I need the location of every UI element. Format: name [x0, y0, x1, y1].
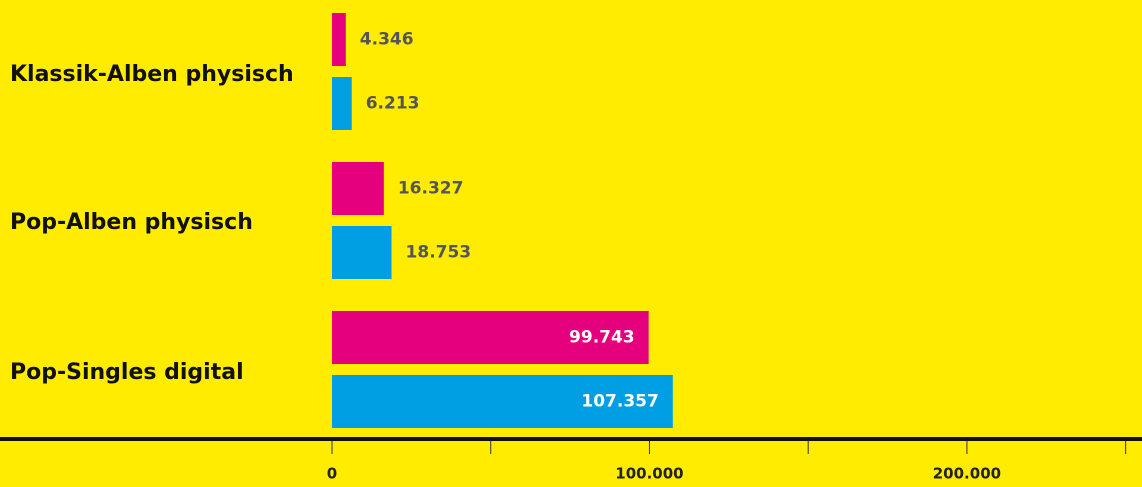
category-label: Pop-Alben physisch — [10, 210, 253, 235]
category-label: Pop-Singles digital — [10, 360, 244, 385]
bars-layer: 4.346 6.213 16.327 18.753 99.743 107.357 — [332, 13, 673, 428]
bar — [332, 375, 673, 428]
bar — [332, 226, 392, 279]
data-label: 18.753 — [406, 243, 472, 263]
x-axis: 0 100.000 200.000 — [0, 437, 1142, 483]
data-label: 4.346 — [360, 30, 414, 50]
data-label: 99.743 — [569, 328, 635, 348]
bar — [332, 13, 346, 66]
x-tick-label: 100.000 — [615, 465, 683, 483]
bar — [332, 162, 384, 215]
data-label: 107.357 — [581, 392, 658, 412]
data-label: 6.213 — [366, 94, 420, 114]
x-tick-label: 0 — [327, 465, 337, 483]
category-label: Klassik-Alben physisch — [10, 62, 294, 87]
bar — [332, 311, 649, 364]
x-tick-label: 200.000 — [933, 465, 1001, 483]
category-labels: Klassik-Alben physisch Pop-Alben physisch… — [10, 62, 294, 385]
data-label: 16.327 — [398, 179, 464, 199]
bar — [332, 77, 352, 130]
